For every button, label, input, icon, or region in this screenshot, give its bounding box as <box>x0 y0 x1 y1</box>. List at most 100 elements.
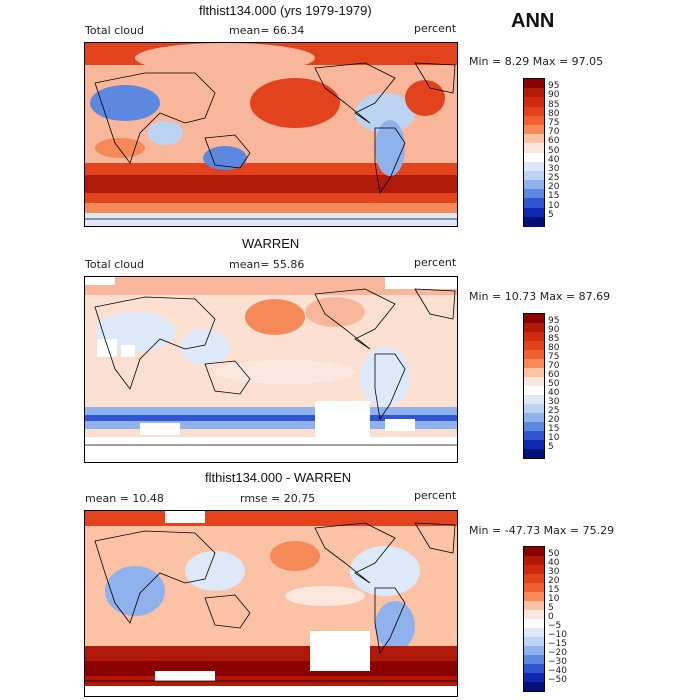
panel1-unit: percent <box>414 22 457 35</box>
colorbar-segment <box>524 619 544 628</box>
colorbar-tick-label: 70 <box>548 361 560 371</box>
colorbar-segment <box>524 646 544 655</box>
colorbar-segment <box>524 143 544 154</box>
colorbar-segment <box>524 422 544 431</box>
colorbar-tick-label: −5 <box>548 621 562 631</box>
colorbar-tick-label: 90 <box>548 90 560 101</box>
panel3-map-field <box>85 511 457 696</box>
colorbar-tick-label: 60 <box>548 370 560 380</box>
colorbar-tick-label: 50 <box>548 145 560 156</box>
panel2-minmax: Min = 10.73 Max = 87.69 <box>469 290 611 303</box>
panel2-mean: mean= 55.86 <box>229 258 305 271</box>
colorbar-tick-label: 40 <box>548 154 560 165</box>
colorbar-segment <box>524 368 544 377</box>
colorbar-tick-label: 80 <box>548 343 560 353</box>
colorbar-segment <box>524 404 544 413</box>
colorbar-segment <box>524 341 544 350</box>
panel2-colorbar <box>523 313 545 459</box>
colorbar-segment <box>524 628 544 637</box>
panel1-map-field <box>85 43 457 226</box>
colorbar-tick-label: 85 <box>548 99 560 110</box>
colorbar-tick-label: 5 <box>548 209 554 220</box>
colorbar-segment <box>524 134 544 145</box>
colorbar-segment <box>524 314 544 323</box>
colorbar-tick-label: −40 <box>548 666 567 676</box>
colorbar-segment <box>524 198 544 209</box>
colorbar-segment <box>524 637 544 646</box>
panel1-minmax: Min = 8.29 Max = 97.05 <box>469 55 604 68</box>
colorbar-segment <box>524 106 544 117</box>
colorbar-segment <box>524 664 544 673</box>
panel3-minmax: Min = -47.73 Max = 75.29 <box>469 524 615 537</box>
colorbar-tick-label: 10 <box>548 594 560 604</box>
colorbar-tick-label: −15 <box>548 639 567 649</box>
colorbar-segment <box>524 386 544 395</box>
colorbar-segment <box>524 180 544 191</box>
panel3-title: flthist134.000 - WARREN <box>205 470 352 485</box>
colorbar-tick-label: 95 <box>548 81 560 92</box>
colorbar-segment <box>524 323 544 332</box>
colorbar-tick-label: 75 <box>548 352 560 362</box>
colorbar-segment <box>524 449 544 458</box>
colorbar-tick-label: 25 <box>548 406 560 416</box>
panel3-map <box>84 510 458 697</box>
colorbar-tick-label: 10 <box>548 433 560 443</box>
colorbar-tick-label: 20 <box>548 182 560 193</box>
colorbar-tick-label: 25 <box>548 173 560 184</box>
colorbar-tick-label: 50 <box>548 549 560 559</box>
colorbar-tick-label: −10 <box>548 630 567 640</box>
colorbar-tick-label: 90 <box>548 325 560 335</box>
colorbar-segment <box>524 592 544 601</box>
panel2-map <box>84 276 458 463</box>
colorbar-tick-label: 20 <box>548 576 560 586</box>
colorbar-segment <box>524 377 544 386</box>
colorbar-tick-label: 0 <box>548 612 554 622</box>
colorbar-tick-label: 30 <box>548 163 560 174</box>
colorbar-segment <box>524 556 544 565</box>
panel2-unit: percent <box>414 256 457 269</box>
colorbar-tick-label: 40 <box>548 388 560 398</box>
panel1-mean: mean= 66.34 <box>229 24 305 37</box>
panel1-variable: Total cloud <box>85 24 144 37</box>
colorbar-segment <box>524 189 544 200</box>
colorbar-segment <box>524 207 544 218</box>
colorbar-tick-label: 50 <box>548 379 560 389</box>
colorbar-tick-label: 60 <box>548 136 560 147</box>
colorbar-tick-label: −30 <box>548 657 567 667</box>
colorbar-segment <box>524 216 544 227</box>
panel2-title: WARREN <box>242 236 300 251</box>
colorbar-segment <box>524 583 544 592</box>
panel3-colorbar <box>523 546 545 692</box>
colorbar-tick-label: 10 <box>548 200 560 211</box>
colorbar-segment <box>524 79 544 89</box>
colorbar-segment <box>524 682 544 691</box>
colorbar-segment <box>524 565 544 574</box>
colorbar-tick-label: 30 <box>548 567 560 577</box>
colorbar-tick-label: 15 <box>548 585 560 595</box>
colorbar-segment <box>524 440 544 449</box>
colorbar-tick-label: 85 <box>548 334 560 344</box>
colorbar-segment <box>524 655 544 664</box>
colorbar-segment <box>524 115 544 126</box>
colorbar-segment <box>524 170 544 181</box>
colorbar-tick-label: 80 <box>548 108 560 119</box>
colorbar-tick-label: 70 <box>548 127 560 138</box>
colorbar-segment <box>524 574 544 583</box>
colorbar-tick-label: 15 <box>548 191 560 202</box>
panel2-variable: Total cloud <box>85 258 144 271</box>
colorbar-segment <box>524 152 544 163</box>
colorbar-tick-label: 30 <box>548 397 560 407</box>
colorbar-segment <box>524 88 544 99</box>
colorbar-tick-label: 5 <box>548 603 554 613</box>
panel3-rmse: rmse = 20.75 <box>240 492 316 505</box>
panel1-title: flthist134.000 (yrs 1979-1979) <box>199 3 372 18</box>
colorbar-segment <box>524 350 544 359</box>
colorbar-tick-label: 40 <box>548 558 560 568</box>
season-label: ANN <box>511 10 555 32</box>
colorbar-segment <box>524 161 544 172</box>
colorbar-segment <box>524 124 544 135</box>
colorbar-segment <box>524 673 544 682</box>
colorbar-segment <box>524 547 544 556</box>
colorbar-segment <box>524 413 544 422</box>
colorbar-segment <box>524 610 544 619</box>
